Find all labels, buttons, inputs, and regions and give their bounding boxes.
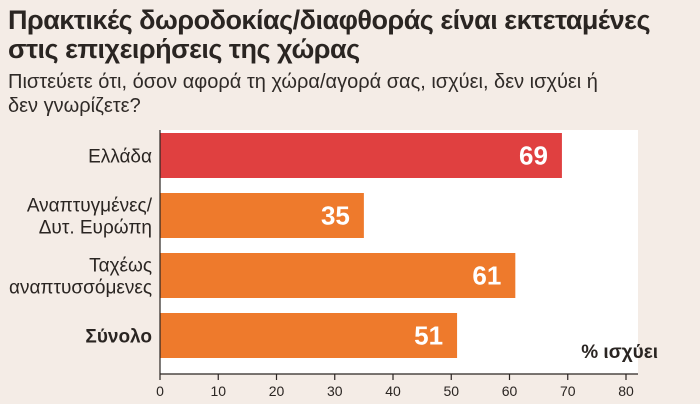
bar-value-label-2: 61 <box>472 261 501 291</box>
bar-3 <box>160 313 458 358</box>
x-tick-label-8: 80 <box>618 383 634 399</box>
bar-value-label-3: 51 <box>414 321 443 351</box>
bar-0 <box>160 133 562 178</box>
chart-title: Πρακτικές δωροδοκίας/διαφθοράς είναι εκτ… <box>8 5 650 64</box>
category-label-1-0: Αναπτυγμένες/ <box>27 196 153 217</box>
unit-label: % ισχύει <box>581 342 658 363</box>
x-tick-label-0: 0 <box>156 383 164 399</box>
bar-value-label-0: 69 <box>519 141 548 171</box>
chart-subtitle: Πιστεύετε ότι, όσον αφορά τη χώρα/αγορά … <box>8 71 598 117</box>
category-label-0-0: Ελλάδα <box>88 147 152 168</box>
x-tick-label-7: 70 <box>560 383 576 399</box>
category-label-1-1: Δυτ. Ευρώπη <box>39 218 152 239</box>
bar-1 <box>160 193 364 238</box>
x-tick-label-1: 10 <box>210 383 226 399</box>
x-tick-label-6: 60 <box>502 383 518 399</box>
category-label-2-1: αναπτυσσόμενες <box>9 278 152 299</box>
x-tick-label-4: 40 <box>385 383 401 399</box>
category-label-3-0: Σύνολο <box>85 327 152 348</box>
x-tick-label-3: 30 <box>327 383 343 399</box>
bar-2 <box>160 253 516 298</box>
category-label-2-0: Ταχέως <box>89 256 152 277</box>
bar-value-label-1: 35 <box>321 201 350 231</box>
x-tick-label-2: 20 <box>269 383 285 399</box>
x-tick-label-5: 50 <box>443 383 459 399</box>
